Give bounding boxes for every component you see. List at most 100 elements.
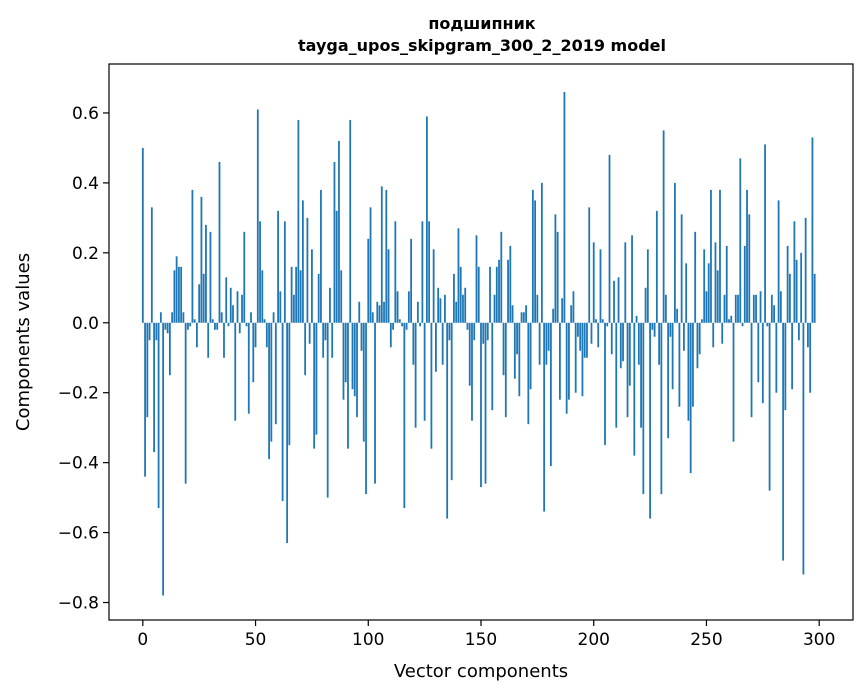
bar bbox=[358, 301, 361, 323]
bar bbox=[329, 287, 331, 323]
bar bbox=[779, 291, 782, 323]
bar bbox=[504, 322, 507, 418]
bar bbox=[586, 322, 588, 358]
bar bbox=[292, 294, 295, 323]
bar bbox=[491, 322, 494, 411]
bar bbox=[453, 273, 455, 323]
bar bbox=[592, 242, 595, 323]
bar bbox=[385, 189, 388, 323]
bar bbox=[613, 280, 615, 323]
bar bbox=[486, 322, 489, 341]
bar bbox=[220, 312, 223, 323]
x-tick-label: 50 bbox=[245, 630, 267, 650]
bar bbox=[301, 200, 304, 323]
bar bbox=[797, 322, 800, 341]
bar bbox=[259, 221, 261, 323]
bar bbox=[198, 284, 201, 323]
bar bbox=[642, 322, 645, 495]
bar bbox=[376, 301, 379, 323]
bar bbox=[701, 319, 703, 323]
bar bbox=[223, 322, 225, 358]
bar bbox=[405, 322, 408, 330]
bar bbox=[371, 312, 374, 323]
bar bbox=[187, 322, 189, 330]
bar bbox=[277, 210, 279, 323]
bar bbox=[450, 322, 453, 481]
bar bbox=[392, 322, 394, 330]
chart-title-line2: tayga_upos_skipgram_300_2_2019 model bbox=[298, 36, 666, 55]
bar bbox=[660, 322, 663, 495]
bar bbox=[252, 322, 255, 383]
y-axis-label: Components values bbox=[13, 253, 34, 431]
bar bbox=[511, 305, 514, 323]
bar bbox=[547, 322, 550, 351]
bar bbox=[710, 189, 712, 323]
y-tick-label: 0.0 bbox=[72, 314, 99, 334]
bar bbox=[295, 266, 298, 323]
bar bbox=[283, 221, 286, 323]
bar bbox=[173, 270, 176, 323]
bar bbox=[646, 249, 649, 323]
bar bbox=[333, 161, 336, 323]
bar bbox=[466, 322, 469, 330]
bar bbox=[177, 266, 180, 323]
bar bbox=[462, 294, 464, 323]
x-tick-label: 200 bbox=[578, 630, 610, 650]
bar bbox=[563, 91, 566, 323]
bar bbox=[676, 308, 679, 323]
bar bbox=[141, 147, 144, 323]
bar bbox=[531, 189, 534, 323]
bar bbox=[308, 322, 311, 344]
y-tick-label: −0.2 bbox=[58, 384, 99, 404]
bar bbox=[425, 116, 428, 323]
y-tick-label: 0.6 bbox=[72, 104, 99, 124]
bar bbox=[644, 287, 647, 323]
bar bbox=[189, 322, 192, 327]
x-tick-label: 250 bbox=[690, 630, 722, 650]
bar bbox=[444, 294, 446, 323]
bar bbox=[741, 322, 744, 327]
bar bbox=[626, 322, 629, 418]
bar bbox=[583, 322, 586, 358]
bar bbox=[635, 315, 638, 323]
bar bbox=[809, 322, 812, 393]
bar bbox=[353, 322, 356, 397]
bar bbox=[155, 322, 158, 341]
bar bbox=[725, 245, 728, 323]
bar bbox=[766, 322, 769, 327]
bar bbox=[579, 322, 582, 351]
bar bbox=[473, 322, 476, 341]
bar bbox=[707, 263, 710, 323]
bar bbox=[730, 315, 733, 323]
bar bbox=[430, 322, 433, 449]
bar bbox=[698, 322, 701, 355]
bar bbox=[624, 242, 627, 323]
y-axis-ticks: 0.6 0.4 0.2 0.0 −0.2 −0.4 −0.6 −0.8 bbox=[58, 104, 109, 614]
bar-series bbox=[141, 91, 816, 596]
bar bbox=[207, 322, 210, 358]
bar bbox=[279, 291, 282, 323]
bar bbox=[732, 322, 735, 442]
bar bbox=[556, 231, 559, 323]
bar bbox=[513, 322, 516, 379]
bar bbox=[274, 322, 277, 425]
bar bbox=[561, 298, 564, 323]
bar bbox=[791, 322, 794, 390]
bar bbox=[265, 322, 268, 348]
bar bbox=[752, 294, 755, 323]
bar bbox=[243, 231, 246, 323]
bar bbox=[802, 322, 805, 575]
bar bbox=[322, 322, 325, 358]
bar bbox=[153, 322, 155, 453]
bar bbox=[728, 319, 730, 323]
bar bbox=[311, 249, 313, 323]
bar bbox=[518, 322, 521, 397]
bar bbox=[777, 200, 780, 323]
bar bbox=[286, 322, 289, 544]
bar bbox=[457, 228, 460, 323]
bar bbox=[640, 322, 642, 428]
bar bbox=[166, 322, 169, 334]
bar bbox=[786, 245, 789, 323]
bar bbox=[538, 322, 541, 365]
